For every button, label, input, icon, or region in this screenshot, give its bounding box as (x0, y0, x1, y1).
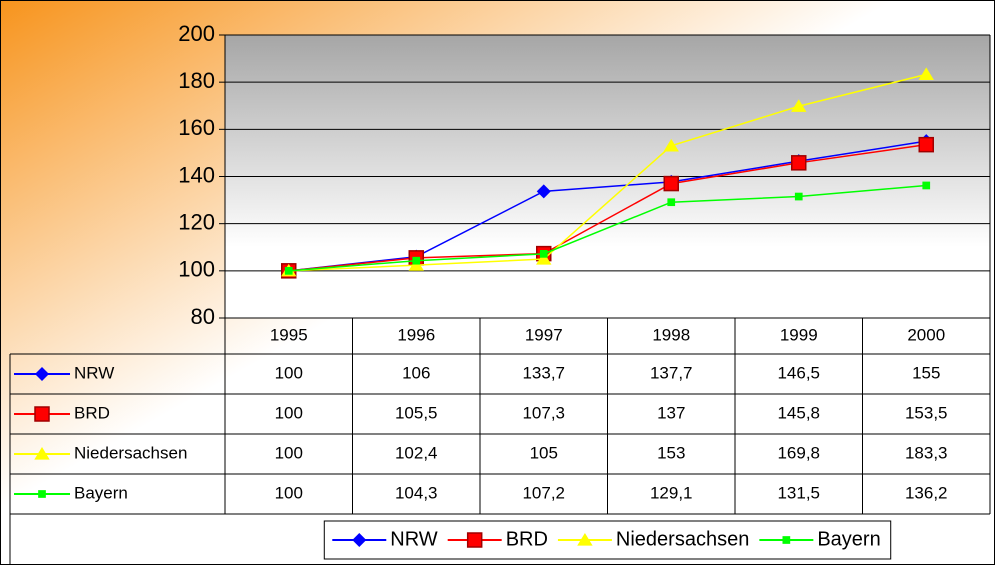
table-cell: 129,1 (650, 483, 693, 502)
table-cell: 133,7 (522, 363, 565, 382)
table-cell: 183,3 (905, 443, 948, 462)
marker (38, 490, 46, 498)
y-tick-label: 180 (178, 68, 215, 93)
table-cell: 131,5 (777, 483, 820, 502)
table-cell: 169,8 (777, 443, 820, 462)
x-tick-label: 1995 (270, 325, 308, 344)
table-cell: 102,4 (395, 443, 438, 462)
legend-label: Bayern (817, 528, 880, 550)
table-cell: 107,3 (522, 403, 565, 422)
marker (35, 367, 49, 381)
table-cell: 106 (402, 363, 430, 382)
row-label: Bayern (74, 483, 128, 502)
series-line (288, 73, 927, 272)
legend-label: NRW (390, 528, 438, 550)
row-label: NRW (74, 363, 114, 382)
table-cell: 100 (275, 483, 303, 502)
series-line (288, 140, 927, 272)
marker (791, 155, 807, 171)
marker (791, 99, 807, 112)
table-cell: 145,8 (777, 403, 820, 422)
table-cell: 137 (657, 403, 685, 422)
marker (663, 175, 679, 192)
row-label: Niedersachsen (74, 443, 187, 462)
x-tick-label: 1997 (525, 325, 563, 344)
marker (466, 532, 483, 548)
legend-label: BRD (506, 528, 548, 550)
legend: NRW BRD Niedersachsen Bayern (323, 520, 892, 560)
table-cell: 153,5 (905, 403, 948, 422)
marker (782, 536, 791, 544)
table-cell: 105 (530, 443, 558, 462)
marker (667, 198, 676, 207)
marker (918, 67, 934, 80)
marker (663, 138, 679, 152)
table-cell: 146,5 (777, 363, 820, 382)
series-line (288, 143, 927, 272)
y-tick-label: 120 (178, 209, 215, 234)
marker (794, 192, 803, 201)
row-label: BRD (74, 403, 110, 422)
table-cell: 104,3 (395, 483, 438, 502)
y-tick-label: 100 (178, 257, 215, 282)
table-cell: 105,5 (395, 403, 438, 422)
table-cell: 155 (912, 363, 940, 382)
y-tick-label: 80 (191, 304, 215, 329)
marker (539, 250, 548, 258)
table-cell: 137,7 (650, 363, 693, 382)
marker (412, 256, 421, 265)
table-cell: 136,2 (905, 483, 948, 502)
marker (918, 136, 934, 153)
table-cell: 100 (275, 363, 303, 382)
series-line (288, 184, 927, 272)
table-cell: 100 (275, 403, 303, 422)
x-tick-label: 1996 (397, 325, 435, 344)
x-tick-label: 2000 (907, 325, 945, 344)
marker (922, 181, 931, 190)
marker (34, 406, 50, 422)
table-cell: 100 (275, 443, 303, 462)
marker (352, 533, 367, 547)
table-cell: 153 (657, 443, 685, 462)
marker (536, 184, 551, 199)
marker (536, 252, 552, 265)
marker (34, 447, 50, 460)
y-tick-label: 160 (178, 115, 215, 140)
legend-label: Niedersachsen (616, 528, 749, 550)
table-cell: 107,2 (522, 483, 565, 502)
y-tick-label: 200 (178, 21, 215, 46)
marker (577, 533, 593, 546)
marker (284, 266, 293, 275)
x-tick-label: 1999 (780, 325, 818, 344)
x-tick-label: 1998 (652, 325, 690, 344)
y-tick-label: 140 (178, 162, 215, 187)
